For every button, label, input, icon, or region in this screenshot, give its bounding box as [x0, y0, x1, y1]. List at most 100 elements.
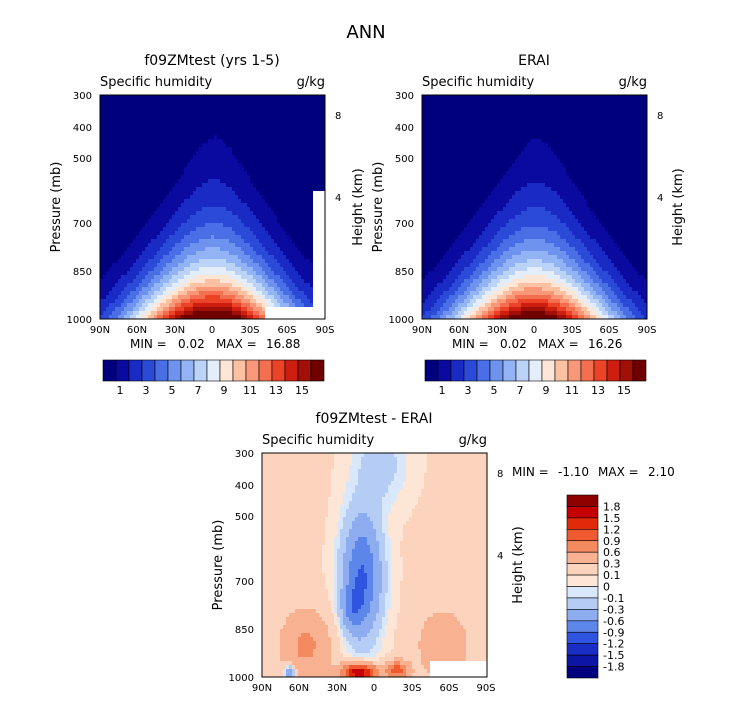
field-cell	[184, 223, 188, 228]
field-cell	[250, 143, 254, 148]
field-cell	[313, 155, 317, 160]
field-cell	[322, 303, 325, 308]
field-cell	[244, 147, 248, 152]
field-cell	[211, 119, 215, 124]
field-cell	[238, 275, 242, 280]
field-cell	[241, 195, 245, 200]
field-cell	[283, 263, 287, 268]
field-cell	[422, 127, 426, 132]
field-cell	[172, 307, 176, 312]
field-cell	[106, 95, 110, 100]
field-cell	[464, 123, 468, 128]
field-cell	[524, 95, 528, 100]
colorbar-model	[102, 359, 325, 382]
field-cell	[265, 171, 269, 176]
field-cell	[100, 231, 104, 236]
field-cell	[614, 131, 618, 136]
field-cell	[154, 271, 158, 276]
field-cell	[274, 215, 278, 220]
field-cell	[322, 251, 325, 256]
field-cell	[274, 271, 278, 276]
field-cell	[208, 131, 212, 136]
field-cell	[154, 307, 158, 312]
field-cell	[115, 195, 119, 200]
field-cell	[265, 155, 269, 160]
field-cell	[277, 111, 281, 116]
field-cell	[187, 227, 191, 232]
field-cell	[157, 115, 161, 120]
field-cell	[322, 123, 325, 128]
field-cell	[196, 167, 200, 172]
field-cell	[473, 119, 477, 124]
field-cell	[482, 111, 486, 116]
field-cell	[202, 223, 206, 228]
field-cell	[151, 279, 155, 284]
field-cell	[307, 219, 311, 224]
field-cell	[277, 251, 281, 256]
field-cell	[322, 235, 325, 240]
field-cell	[283, 99, 287, 104]
field-cell	[253, 199, 257, 204]
field-cell	[253, 291, 257, 296]
field-cell	[202, 275, 206, 280]
field-cell	[602, 123, 606, 128]
field-cell	[587, 115, 591, 120]
field-cell	[133, 127, 137, 132]
field-cell	[256, 163, 260, 168]
field-cell	[232, 287, 236, 292]
field-cell	[280, 315, 284, 319]
field-cell	[521, 119, 525, 124]
field-cell	[247, 179, 251, 184]
field-cell	[235, 267, 239, 272]
field-cell	[175, 127, 179, 132]
field-cell	[199, 263, 203, 268]
field-cell	[166, 295, 170, 300]
field-cell	[632, 123, 636, 128]
field-cell	[166, 315, 170, 319]
field-cell	[229, 211, 233, 216]
field-cell	[106, 307, 110, 312]
field-cell	[235, 291, 239, 296]
field-cell	[310, 171, 314, 176]
field-cell	[599, 115, 603, 120]
field-cell	[304, 123, 308, 128]
field-cell	[199, 203, 203, 208]
field-cell	[112, 271, 116, 276]
field-cell	[301, 215, 305, 220]
field-cell	[280, 263, 284, 268]
field-cell	[124, 311, 128, 316]
field-cell	[121, 155, 125, 160]
field-cell	[635, 99, 639, 104]
field-cell	[142, 187, 146, 192]
field-cell	[100, 147, 104, 152]
field-cell	[202, 171, 206, 176]
field-cell	[298, 147, 302, 152]
field-cell	[301, 171, 305, 176]
field-cell	[139, 183, 143, 188]
field-cell	[232, 119, 236, 124]
field-cell	[166, 199, 170, 204]
field-cell	[244, 123, 248, 128]
field-cell	[629, 99, 633, 104]
field-cell	[163, 247, 167, 252]
field-cell	[455, 127, 459, 132]
field-cell	[142, 307, 146, 312]
field-cell	[277, 255, 281, 260]
field-cell	[130, 171, 134, 176]
field-cell	[115, 271, 119, 276]
field-cell	[286, 279, 290, 284]
field-cell	[319, 267, 323, 272]
field-cell	[488, 123, 492, 128]
field-cell	[280, 191, 284, 196]
field-cell	[187, 223, 191, 228]
field-cell	[160, 151, 164, 156]
field-cell	[106, 199, 110, 204]
field-cell	[301, 287, 305, 292]
field-cell	[247, 155, 251, 160]
plot-area-model	[100, 95, 325, 319]
field-cell	[199, 279, 203, 284]
field-cell	[124, 135, 128, 140]
field-cell	[100, 315, 104, 319]
field-cell	[181, 255, 185, 260]
field-cell	[178, 135, 182, 140]
